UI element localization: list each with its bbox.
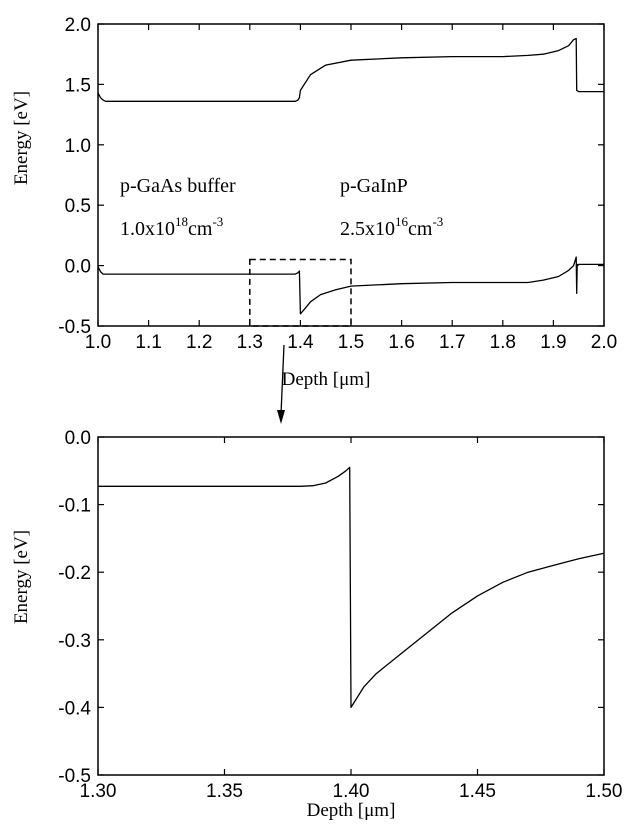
annotation-gainp: p-GaInP	[340, 175, 408, 197]
x-tick-label: 1.7	[439, 332, 465, 353]
x-tick-label: 1.1	[135, 332, 161, 353]
y-tick-label: 1.0	[65, 136, 91, 157]
y-tick-label: -0.5	[58, 317, 91, 338]
x-tick-label: 1.35	[206, 781, 243, 802]
y-tick-label: -0.4	[58, 698, 91, 719]
y-tick-label: -0.3	[58, 631, 91, 652]
bottom-panel: 1.30 1.35 1.40 1.45 1.50 -0.5 -0.4 -0.3 -0.2 -0.…	[11, 428, 622, 821]
y-tick-label: 1.5	[65, 75, 91, 96]
x-tick-label: 1.4	[287, 332, 314, 353]
zoom-region-box	[249, 258, 352, 327]
y-tick-label: -0.2	[58, 563, 91, 584]
x-tick-label: 1.3	[237, 332, 263, 353]
x-tick-label: 2.0	[591, 332, 617, 353]
series-line-1	[97, 256, 604, 315]
x-tick-label: 1.45	[459, 781, 496, 802]
top-x-axis-label: Depth [μm]	[282, 369, 371, 390]
x-tick-label: 1.0	[85, 332, 111, 353]
annotation-gaas-buffer: p-GaAs buffer	[120, 175, 236, 197]
x-tick-label: 1.5	[338, 332, 364, 353]
bottom-x-axis-label: Depth [μm]	[307, 800, 396, 821]
y-tick-label: -0.1	[58, 496, 91, 517]
top-y-axis-label: Energy [eV]	[11, 91, 32, 185]
x-tick-label: 1.8	[490, 332, 516, 353]
series-line-0	[98, 466, 605, 709]
x-tick-label: 1.9	[540, 332, 566, 353]
bottom-y-axis-label: Energy [eV]	[11, 530, 32, 624]
zoom-arrow-line	[280, 344, 285, 415]
annotation-gaas-doping: 1.0x1018cm-3	[120, 214, 223, 240]
top-panel: 1.0 1.1 1.2 1.3 1.4 1.5 1.6 1.7 1.8 1.9 2.0 -0.5 0.…	[11, 15, 617, 424]
x-tick-label: 1.40	[333, 781, 370, 802]
y-tick-label: -0.5	[58, 766, 91, 787]
series-line-0	[97, 37, 604, 102]
y-tick-label: 0.0	[65, 257, 91, 278]
x-tick-label: 1.50	[586, 781, 623, 802]
y-tick-label: 0.0	[65, 428, 91, 449]
zoom-arrow-head	[277, 410, 285, 424]
annotation-gainp-doping: 2.5x1016cm-3	[340, 214, 443, 240]
x-tick-label: 1.6	[388, 332, 414, 353]
y-tick-label: 0.5	[65, 196, 91, 217]
x-tick-label: 1.30	[80, 781, 117, 802]
x-tick-label: 1.2	[186, 332, 212, 353]
y-tick-label: 2.0	[65, 15, 91, 36]
